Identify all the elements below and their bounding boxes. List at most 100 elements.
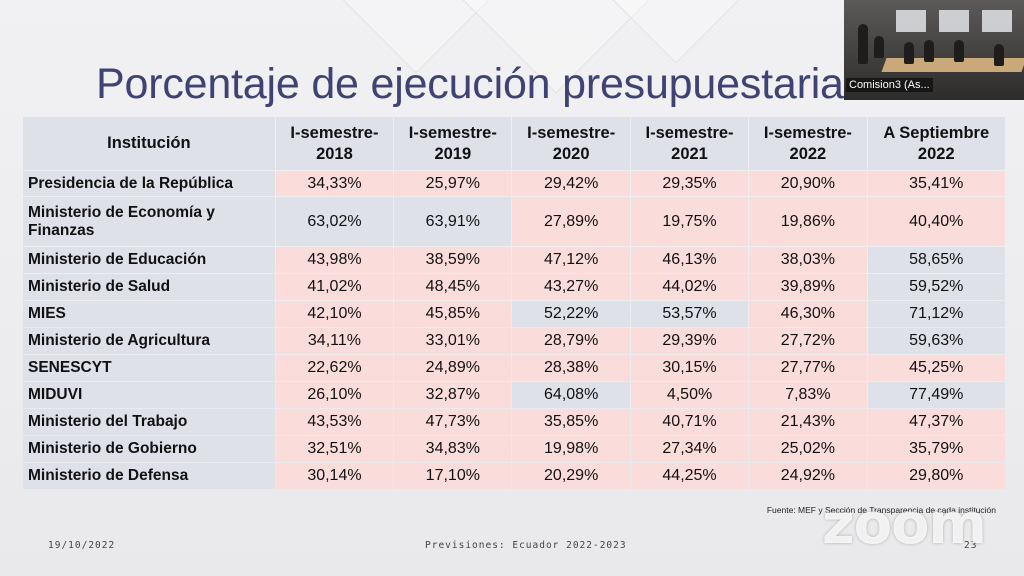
percentage-cell: 25,97% [394,171,512,196]
table-row: Ministerio de Educación 43,98% 38,59% 47,12… [23,247,1005,273]
percentage-cell: 25,02% [749,436,867,462]
column-header: I-semestre-2020 [512,117,630,170]
percentage-cell: 35,85% [512,409,630,435]
institution-cell: Ministerio de Agricultura [23,328,275,354]
footer-title: Previsiones: Ecuador 2022-2023 [425,540,627,551]
slide-number: 23 [964,540,978,551]
table-header-row: Institución I-semestre-2018 I-semestre-2… [23,117,1005,170]
percentage-cell: 33,01% [394,328,512,354]
percentage-cell: 29,80% [867,463,1005,489]
percentage-cell: 58,65% [867,247,1005,273]
percentage-cell: 27,77% [749,355,867,381]
institution-cell: MIES [23,301,275,327]
percentage-cell: 38,03% [749,247,867,273]
table-row: Ministerio de Salud 41,02% 48,45% 43,27% 44,… [23,274,1005,300]
percentage-cell: 77,49% [867,382,1005,408]
percentage-cell: 32,87% [394,382,512,408]
percentage-cell: 28,38% [512,355,630,381]
video-person [874,36,884,58]
percentage-cell: 38,59% [394,247,512,273]
percentage-cell: 43,53% [275,409,394,435]
column-header: I-semestre-2018 [275,117,394,170]
table-row: Presidencia de la República 34,33% 25,97% 2… [23,171,1005,196]
table-row: MIES 42,10% 45,85% 52,22% 53,57% 46,30% 71,12% [23,301,1005,327]
percentage-cell: 30,14% [275,463,394,489]
percentage-cell: 29,42% [512,171,630,196]
institution-cell: Presidencia de la República [23,171,275,196]
percentage-cell: 47,37% [867,409,1005,435]
percentage-cell: 53,57% [630,301,749,327]
video-person [858,24,868,64]
institution-cell: Ministerio de Defensa [23,463,275,489]
percentage-cell: 40,40% [867,197,1005,246]
percentage-cell: 27,34% [630,436,749,462]
video-person [904,42,914,64]
percentage-cell: 35,79% [867,436,1005,462]
percentage-cell: 45,85% [394,301,512,327]
percentage-cell: 24,92% [749,463,867,489]
table-row: Ministerio del Trabajo 43,53% 47,73% 35,85%… [23,409,1005,435]
percentage-cell: 34,33% [275,171,394,196]
video-window-light [982,10,1012,32]
percentage-cell: 19,86% [749,197,867,246]
institution-cell: Ministerio de Gobierno [23,436,275,462]
percentage-cell: 43,98% [275,247,394,273]
percentage-cell: 34,11% [275,328,394,354]
table-row: MIDUVI 26,10% 32,87% 64,08% 4,50% 7,83% 77,49% [23,382,1005,408]
percentage-cell: 40,71% [630,409,749,435]
video-person [924,40,934,62]
percentage-cell: 47,73% [394,409,512,435]
percentage-cell: 21,43% [749,409,867,435]
institution-cell: MIDUVI [23,382,275,408]
percentage-cell: 17,10% [394,463,512,489]
footer-date: 19/10/2022 [48,540,116,551]
table-row: Ministerio de Defensa 30,14% 17,10% 20,29% 4… [23,463,1005,489]
percentage-cell: 46,13% [630,247,749,273]
percentage-cell: 48,45% [394,274,512,300]
percentage-cell: 59,63% [867,328,1005,354]
video-window-light [896,10,926,32]
percentage-cell: 19,98% [512,436,630,462]
percentage-cell: 39,89% [749,274,867,300]
percentage-cell: 7,83% [749,382,867,408]
institution-cell: SENESCYT [23,355,275,381]
source-note: Fuente: MEF y Sección de Transparencia d… [766,505,996,515]
percentage-cell: 32,51% [275,436,394,462]
table-row: SENESCYT 22,62% 24,89% 28,38% 30,15% 27,77% 45… [23,355,1005,381]
percentage-cell: 20,90% [749,171,867,196]
percentage-cell: 28,79% [512,328,630,354]
percentage-cell: 35,41% [867,171,1005,196]
percentage-cell: 44,25% [630,463,749,489]
percentage-cell: 22,62% [275,355,394,381]
video-person [954,40,964,62]
budget-execution-table: Institución I-semestre-2018 I-semestre-2… [22,116,1006,490]
percentage-cell: 64,08% [512,382,630,408]
percentage-cell: 42,10% [275,301,394,327]
participant-video-tile[interactable]: Comision3 (As... [844,0,1024,100]
column-header: Institución [23,117,275,170]
institution-cell: Ministerio de Salud [23,274,275,300]
column-header: I-semestre-2021 [630,117,749,170]
percentage-cell: 19,75% [630,197,749,246]
percentage-cell: 47,12% [512,247,630,273]
percentage-cell: 26,10% [275,382,394,408]
video-window-light [939,10,969,32]
table-row: Ministerio de Gobierno 32,51% 34,83% 19,98%… [23,436,1005,462]
column-header: I-semestre-2022 [749,117,867,170]
percentage-cell: 45,25% [867,355,1005,381]
percentage-cell: 29,39% [630,328,749,354]
percentage-cell: 27,89% [512,197,630,246]
percentage-cell: 30,15% [630,355,749,381]
percentage-cell: 4,50% [630,382,749,408]
zoom-watermark: zoom [822,492,987,557]
column-header: A Septiembre 2022 [867,117,1005,170]
percentage-cell: 29,35% [630,171,749,196]
percentage-cell: 27,72% [749,328,867,354]
percentage-cell: 41,02% [275,274,394,300]
percentage-cell: 34,83% [394,436,512,462]
percentage-cell: 71,12% [867,301,1005,327]
slide-title: Porcentaje de ejecución presupuestaria [96,60,844,108]
table-row: Ministerio de Economía y Finanzas 63,02% 6… [23,197,1005,246]
percentage-cell: 44,02% [630,274,749,300]
percentage-cell: 24,89% [394,355,512,381]
